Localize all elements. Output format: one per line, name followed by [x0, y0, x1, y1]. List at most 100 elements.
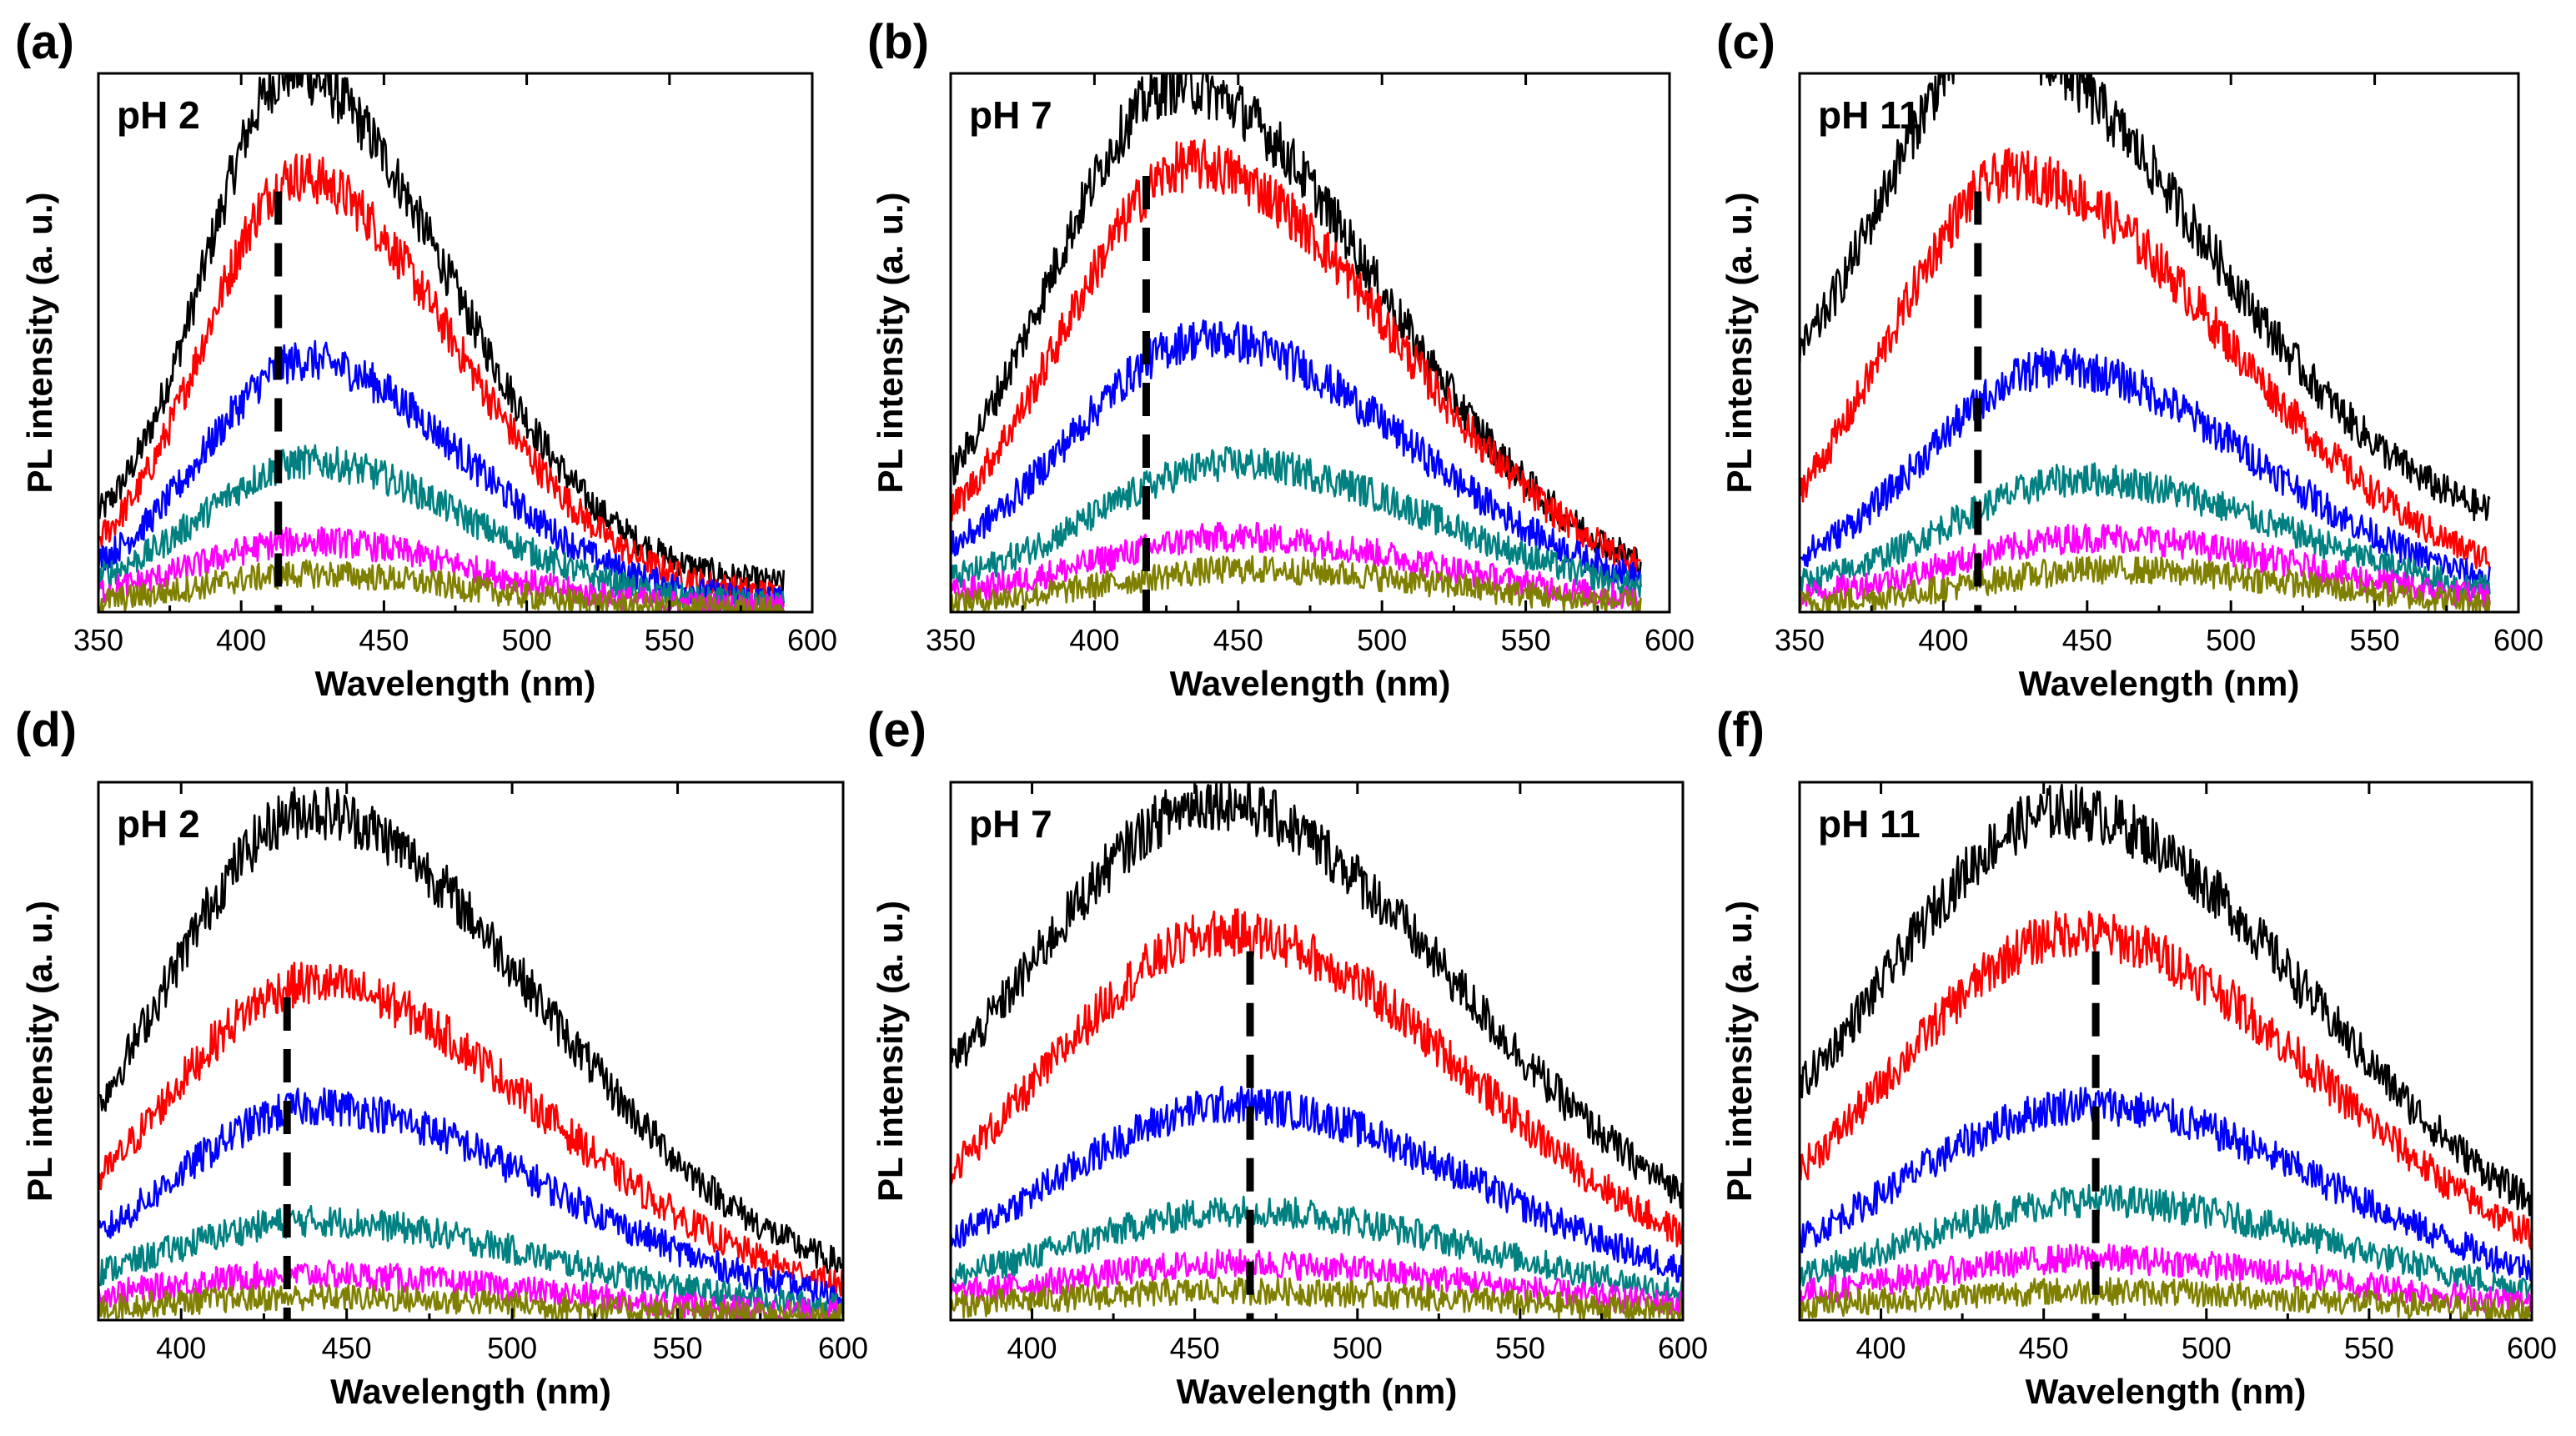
- x-tick-label: 600: [2493, 623, 2543, 657]
- series-group: [951, 73, 1642, 612]
- series-line-4: [1800, 1183, 2532, 1302]
- x-tick-label: 450: [322, 1331, 372, 1365]
- x-tick-label: 500: [1357, 623, 1407, 657]
- series-group: [1800, 73, 2491, 612]
- series-line-2: [1800, 910, 2532, 1250]
- x-tick-label: 550: [2350, 623, 2400, 657]
- x-tick-label: 500: [487, 1331, 537, 1365]
- panel-label: (b): [867, 15, 929, 69]
- x-tick-label: 550: [653, 1331, 703, 1365]
- x-tick-label: 450: [359, 623, 409, 657]
- series-line-6: [951, 555, 1642, 612]
- series-group: [98, 73, 786, 612]
- x-tick-label: 600: [818, 1331, 868, 1365]
- series-line-1: [98, 786, 843, 1274]
- x-tick-label: 400: [1069, 623, 1119, 657]
- x-tick-label: 550: [645, 623, 695, 657]
- series-group: [98, 786, 843, 1320]
- series-line-2: [951, 138, 1641, 576]
- x-tick-label: 500: [1333, 1331, 1383, 1365]
- series-line-4: [951, 446, 1642, 598]
- x-tick-label: 400: [216, 623, 266, 657]
- chart-panel-1: 350 400 450 500 550 600 Wavelength (nm) PL inte…: [867, 15, 1695, 703]
- series-group: [951, 782, 1683, 1320]
- plot-frame: [949, 781, 1685, 1322]
- x-tick-label: 350: [73, 623, 123, 657]
- x-tick-label: 450: [2062, 623, 2112, 657]
- series-line-5: [98, 1259, 843, 1320]
- y-axis-label: PL intensity (a. u.): [20, 901, 59, 1202]
- y-axis-label: PL intensity (a. u.): [1720, 901, 1759, 1202]
- ph-annotation: pH 2: [117, 93, 200, 137]
- x-tick-label: 600: [2507, 1331, 2557, 1365]
- series-line-6: [98, 1283, 843, 1320]
- panel-label: (c): [1716, 15, 1775, 69]
- chart-panel-0: 350 400 450 500 550 600 Wavelength (nm) PL inte…: [15, 15, 837, 703]
- panel-label: (f): [1716, 703, 1765, 757]
- x-tick-label: 500: [2182, 1331, 2232, 1365]
- series-line-3: [98, 1087, 843, 1311]
- x-tick-label: 500: [2206, 623, 2256, 657]
- x-axis-label: Wavelength (nm): [330, 1372, 611, 1411]
- series-line-4: [98, 444, 786, 612]
- ph-annotation: pH 11: [1818, 93, 1921, 137]
- series-line-1: [98, 73, 786, 595]
- x-axis-label: Wavelength (nm): [1170, 664, 1451, 703]
- series-line-6: [1800, 555, 2491, 612]
- ph-annotation: pH 11: [1818, 802, 1921, 846]
- series-line-1: [1800, 783, 2532, 1217]
- ph-annotation: pH 7: [969, 93, 1052, 137]
- x-axis-label: Wavelength (nm): [2019, 664, 2300, 703]
- x-axis-label: Wavelength (nm): [2026, 1372, 2307, 1411]
- series-line-5: [951, 1248, 1683, 1318]
- series-line-1: [951, 73, 1642, 576]
- series-line-6: [1800, 1277, 2532, 1320]
- series-line-2: [1800, 148, 2491, 570]
- series-line-4: [951, 1195, 1683, 1303]
- x-tick-label: 500: [502, 623, 552, 657]
- panel-label: (d): [15, 703, 77, 757]
- x-tick-label: 400: [1007, 1331, 1057, 1365]
- ph-annotation: pH 2: [117, 802, 200, 846]
- y-axis-label: PL intensity (a. u.): [871, 193, 910, 494]
- x-tick-label: 350: [1775, 623, 1825, 657]
- series-line-2: [98, 962, 843, 1297]
- x-tick-label: 600: [1645, 623, 1695, 657]
- plot-frame: [97, 781, 845, 1322]
- y-axis-label: PL intensity (a. u.): [871, 901, 910, 1202]
- x-axis-label: Wavelength (nm): [1177, 1372, 1458, 1411]
- x-tick-label: 450: [2019, 1331, 2069, 1365]
- series-line-3: [1800, 347, 2491, 589]
- panel-label: (a): [15, 15, 74, 69]
- x-tick-label: 450: [1170, 1331, 1220, 1365]
- x-tick-label: 450: [1213, 623, 1263, 657]
- y-axis-label: PL intensity (a. u.): [20, 193, 59, 494]
- series-line-5: [1800, 1243, 2532, 1315]
- series-line-3: [1800, 1087, 2532, 1282]
- series-line-2: [951, 908, 1683, 1248]
- series-group: [1800, 783, 2532, 1320]
- x-tick-label: 550: [1501, 623, 1551, 657]
- x-tick-label: 400: [156, 1331, 206, 1365]
- x-tick-label: 400: [1918, 623, 1968, 657]
- series-line-5: [951, 521, 1642, 612]
- chart-panel-2: 350 400 450 500 550 600 Wavelength (nm) PL inte…: [1716, 15, 2543, 703]
- x-tick-label: 350: [926, 623, 976, 657]
- x-axis-label: Wavelength (nm): [315, 664, 596, 703]
- y-axis-label: PL intensity (a. u.): [1720, 193, 1759, 494]
- series-line-4: [1800, 462, 2491, 600]
- ph-annotation: pH 7: [969, 802, 1052, 846]
- x-tick-label: 400: [1856, 1331, 1906, 1365]
- x-tick-label: 600: [1658, 1331, 1708, 1365]
- x-tick-label: 550: [2344, 1331, 2394, 1365]
- chart-panel-4: 400 450 500 550 600 Wavelength (nm) PL intensi…: [867, 703, 1708, 1411]
- plot-frame: [1798, 781, 2533, 1322]
- series-line-6: [951, 1276, 1683, 1320]
- series-line-5: [1800, 523, 2491, 611]
- chart-panel-5: 400 450 500 550 600 Wavelength (nm) PL intensi…: [1716, 703, 2557, 1411]
- series-line-2: [98, 153, 786, 607]
- series-line-3: [951, 1085, 1683, 1283]
- x-tick-label: 600: [787, 623, 837, 657]
- chart-panel-3: 400 450 500 550 600 Wavelength (nm) PL intensi…: [15, 703, 868, 1411]
